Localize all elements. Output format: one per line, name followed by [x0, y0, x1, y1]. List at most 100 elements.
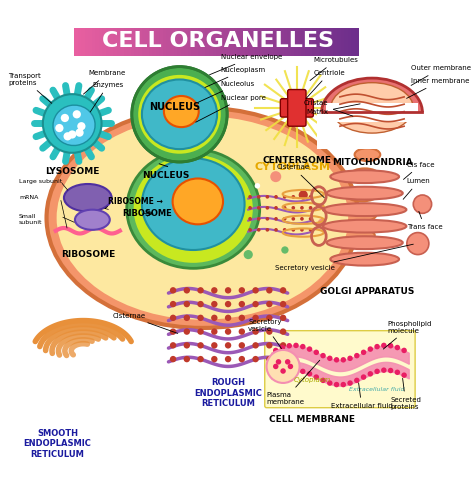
Circle shape [211, 328, 218, 335]
Circle shape [274, 228, 278, 232]
Circle shape [225, 314, 231, 321]
Bar [156, 28, 160, 56]
Text: mRNA: mRNA [19, 195, 38, 200]
Bar [234, 28, 238, 56]
Bar [305, 28, 309, 56]
Bar [287, 28, 291, 56]
Circle shape [327, 356, 333, 361]
Ellipse shape [164, 96, 199, 127]
Circle shape [197, 287, 204, 294]
Bar [170, 28, 174, 56]
Circle shape [273, 348, 279, 353]
Circle shape [64, 132, 72, 140]
Bar [283, 28, 288, 56]
Circle shape [274, 206, 278, 210]
Circle shape [248, 217, 252, 220]
Text: Microtubules: Microtubules [310, 57, 358, 80]
Circle shape [238, 287, 245, 294]
Bar [312, 28, 316, 56]
Circle shape [367, 371, 373, 376]
Circle shape [340, 357, 346, 362]
Bar [191, 28, 195, 56]
Bar [317, 112, 427, 149]
Circle shape [381, 342, 387, 348]
Circle shape [252, 314, 259, 321]
Circle shape [340, 382, 346, 388]
Bar [301, 28, 305, 56]
Circle shape [43, 94, 101, 153]
Text: Plasma
membrane: Plasma membrane [266, 360, 320, 405]
Text: Cristae: Cristae [303, 100, 353, 116]
Circle shape [265, 195, 269, 198]
Bar [269, 28, 273, 56]
Circle shape [273, 364, 279, 369]
Circle shape [309, 217, 312, 220]
Ellipse shape [327, 236, 403, 249]
Circle shape [132, 66, 227, 162]
Ellipse shape [342, 208, 376, 222]
Bar [252, 28, 255, 56]
Circle shape [266, 287, 273, 294]
Circle shape [286, 343, 292, 348]
Circle shape [183, 356, 190, 362]
Bar [188, 28, 192, 56]
Circle shape [401, 348, 407, 353]
Bar [344, 28, 348, 56]
Bar [237, 28, 241, 56]
Circle shape [374, 368, 380, 374]
Circle shape [68, 130, 76, 138]
Text: ROUGH
ENDOPLASMIC
RETICULUM: ROUGH ENDOPLASMIC RETICULUM [194, 378, 262, 408]
Circle shape [318, 219, 325, 226]
Circle shape [265, 228, 269, 232]
Circle shape [75, 128, 84, 137]
Bar [74, 28, 78, 56]
Bar [85, 28, 89, 56]
Bar [181, 28, 185, 56]
Circle shape [170, 287, 176, 294]
Ellipse shape [331, 82, 413, 133]
Text: LYSOSOME: LYSOSOME [45, 168, 100, 176]
Bar [206, 28, 210, 56]
Bar [319, 28, 323, 56]
Circle shape [211, 287, 218, 294]
Circle shape [347, 380, 353, 386]
Text: Phospholipid
molecule: Phospholipid molecule [383, 320, 432, 349]
Bar [159, 28, 164, 56]
Circle shape [300, 368, 306, 374]
Circle shape [276, 359, 281, 364]
Circle shape [280, 370, 285, 375]
Circle shape [274, 195, 278, 198]
Bar [355, 28, 359, 56]
Circle shape [170, 356, 176, 362]
Bar [227, 28, 231, 56]
Circle shape [252, 356, 259, 362]
Circle shape [320, 378, 326, 383]
Bar [337, 28, 341, 56]
Circle shape [225, 328, 231, 335]
Text: Cisternae: Cisternae [112, 313, 178, 334]
Ellipse shape [64, 184, 112, 212]
Bar [149, 28, 153, 56]
Circle shape [292, 228, 295, 232]
Circle shape [252, 287, 259, 294]
Circle shape [265, 217, 269, 220]
Bar [220, 28, 224, 56]
Circle shape [266, 350, 300, 383]
Circle shape [266, 356, 273, 362]
Circle shape [257, 195, 261, 198]
FancyBboxPatch shape [265, 330, 415, 407]
Bar [248, 28, 252, 56]
Bar [199, 28, 202, 56]
Text: Cisternae: Cisternae [276, 164, 324, 198]
Bar [124, 28, 128, 56]
Bar [109, 28, 114, 56]
Circle shape [266, 328, 273, 335]
Text: RIBOSOME: RIBOSOME [61, 250, 115, 259]
Circle shape [300, 206, 304, 210]
Ellipse shape [46, 108, 358, 328]
Bar [333, 28, 337, 56]
Bar [230, 28, 234, 56]
Bar [163, 28, 167, 56]
Circle shape [225, 342, 231, 348]
Bar [213, 28, 217, 56]
